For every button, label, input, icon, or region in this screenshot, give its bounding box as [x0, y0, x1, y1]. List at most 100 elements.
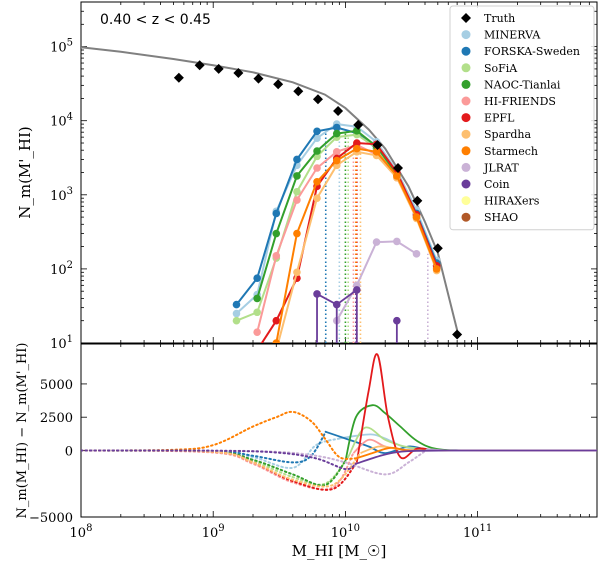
x-axis-label: M_HI [M_☉]	[292, 542, 387, 560]
series-line-epfl	[260, 141, 438, 343]
y-axis-label-top: N_m(M'_HI)	[16, 126, 34, 219]
data-point	[353, 144, 361, 153]
data-point	[353, 286, 361, 294]
truth-marker	[393, 163, 404, 174]
legend-marker	[461, 129, 471, 139]
data-point	[272, 229, 281, 238]
residual-dotted-starmech	[81, 410, 357, 460]
series-jlrat	[332, 237, 421, 325]
legend-label: SHAO	[484, 211, 518, 224]
data-point	[253, 274, 261, 282]
legend-marker	[461, 212, 471, 222]
residual-dotted-coin	[81, 449, 357, 471]
x-tick-label: 1010	[331, 523, 360, 541]
legend-box	[449, 5, 595, 231]
data-point	[253, 346, 261, 354]
data-point	[412, 249, 421, 258]
series-line-naoc-tianlai	[256, 129, 438, 299]
data-point	[313, 127, 321, 136]
data-point	[313, 134, 321, 143]
bottom-plot-area	[81, 353, 597, 491]
series-truth	[173, 60, 463, 340]
data-point	[372, 238, 381, 246]
data-point	[353, 139, 361, 147]
legend-entry-epfl: EPFL	[461, 112, 515, 125]
data-point	[332, 300, 341, 309]
legend-label: HI-FRIENDS	[484, 95, 556, 108]
series-line-jlrat	[335, 240, 418, 322]
residual-dotted-sofia	[81, 449, 350, 486]
y-tick-label: −5000	[29, 511, 73, 526]
y-tick-label: 102	[50, 260, 73, 278]
legend-label: JLRAT	[483, 161, 519, 174]
legend-entry-truth: Truth	[461, 12, 515, 25]
data-point	[293, 229, 301, 238]
legend-label: Truth	[484, 12, 515, 25]
series-starmech	[272, 144, 441, 343]
data-point	[332, 123, 341, 132]
legend-entry-spardha: Spardha	[461, 128, 532, 141]
data-point	[393, 172, 401, 180]
x-tick-label: 1011	[463, 523, 492, 541]
truth-marker	[452, 329, 463, 340]
data-point	[272, 339, 281, 343]
redshift-annotation: 0.40 < z < 0.45	[100, 12, 211, 28]
data-point	[313, 177, 321, 186]
residual-solid-epfl	[355, 353, 597, 463]
data-point	[272, 346, 280, 354]
legend-marker	[461, 162, 471, 172]
data-point	[293, 155, 301, 164]
data-point	[293, 187, 301, 196]
legend-label: Starmech	[484, 145, 538, 158]
legend-marker	[461, 79, 471, 89]
data-point	[332, 129, 341, 138]
legend-marker	[461, 96, 471, 106]
data-point	[293, 268, 301, 277]
legend-label: Spardha	[484, 128, 532, 141]
truth-model-curve	[81, 46, 459, 331]
top-plot-area	[81, 46, 463, 354]
legend-label: Coin	[484, 178, 510, 191]
y-axis-label-bottom: N_m(M_HI) − N_m(M'_HI)	[15, 343, 30, 519]
legend-marker	[461, 196, 471, 206]
y-tick-label: 5000	[40, 378, 73, 393]
y-tick-label: 101	[50, 334, 73, 352]
legend-label: HIRAXers	[484, 195, 540, 208]
truth-marker	[353, 119, 364, 130]
legend-entry-hi-friends: HI-FRIENDS	[461, 95, 556, 108]
legend-marker	[461, 30, 471, 40]
y-tick-label: 2500	[40, 411, 73, 426]
data-point	[393, 316, 401, 325]
y-tick-label: 105	[50, 38, 73, 56]
data-point	[272, 209, 281, 218]
data-point	[332, 156, 341, 165]
residual-solid-coin	[355, 449, 597, 465]
truth-marker	[173, 72, 184, 83]
residual-naoc-tianlai	[81, 404, 597, 487]
data-point	[253, 294, 261, 303]
legend-entry-hiraxers: HIRAXers	[461, 195, 540, 208]
legend-entry-sofia: SoFiA	[461, 62, 518, 75]
legend-marker	[461, 113, 471, 123]
truth-marker	[293, 86, 304, 97]
residual-coin	[81, 449, 597, 471]
data-point	[313, 290, 321, 298]
residual-dotted-hi-friends	[81, 449, 355, 491]
data-point	[313, 194, 321, 202]
data-point	[253, 308, 261, 317]
residual-dotted-minerva	[81, 437, 341, 470]
bottom-plot-frame	[80, 343, 598, 518]
legend-entry-jlrat: JLRAT	[461, 161, 519, 174]
bottom-panel: 108 109 1010 1011 −5000 0 2500 5000 N_m(M_HI) − …	[15, 343, 598, 560]
series-coin	[313, 286, 361, 343]
data-point	[332, 148, 341, 156]
data-point	[272, 252, 281, 260]
data-point	[372, 148, 381, 156]
data-point	[232, 309, 241, 318]
legend-label: SoFiA	[484, 62, 518, 75]
legend-entry-starmech: Starmech	[461, 145, 538, 158]
truth-marker	[213, 63, 224, 74]
residual-forska-sweden	[81, 430, 597, 464]
x-tick-label: 109	[202, 523, 225, 541]
